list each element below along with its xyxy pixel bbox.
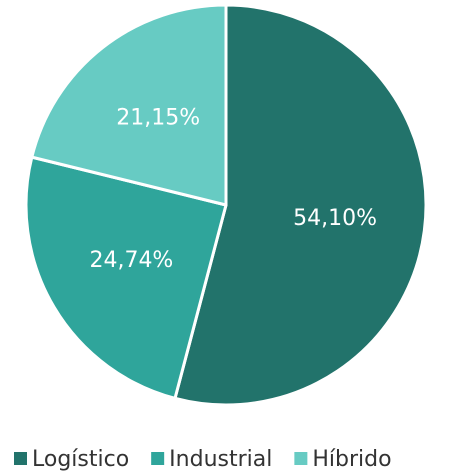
pie-slice — [173, 3, 428, 407]
legend-swatch — [151, 452, 165, 465]
legend-swatch — [14, 452, 27, 465]
legend-text: Híbrido — [312, 447, 391, 472]
legend-swatch — [294, 452, 308, 465]
pie-slice — [24, 155, 228, 400]
slice-label: 54,10% — [293, 206, 377, 231]
legend-text: Industrial — [169, 447, 272, 472]
slice-label: 24,74% — [89, 248, 173, 273]
legend-text: Logístico — [32, 447, 129, 472]
pie-slice — [30, 3, 228, 207]
slice-label: 21,15% — [116, 105, 200, 130]
